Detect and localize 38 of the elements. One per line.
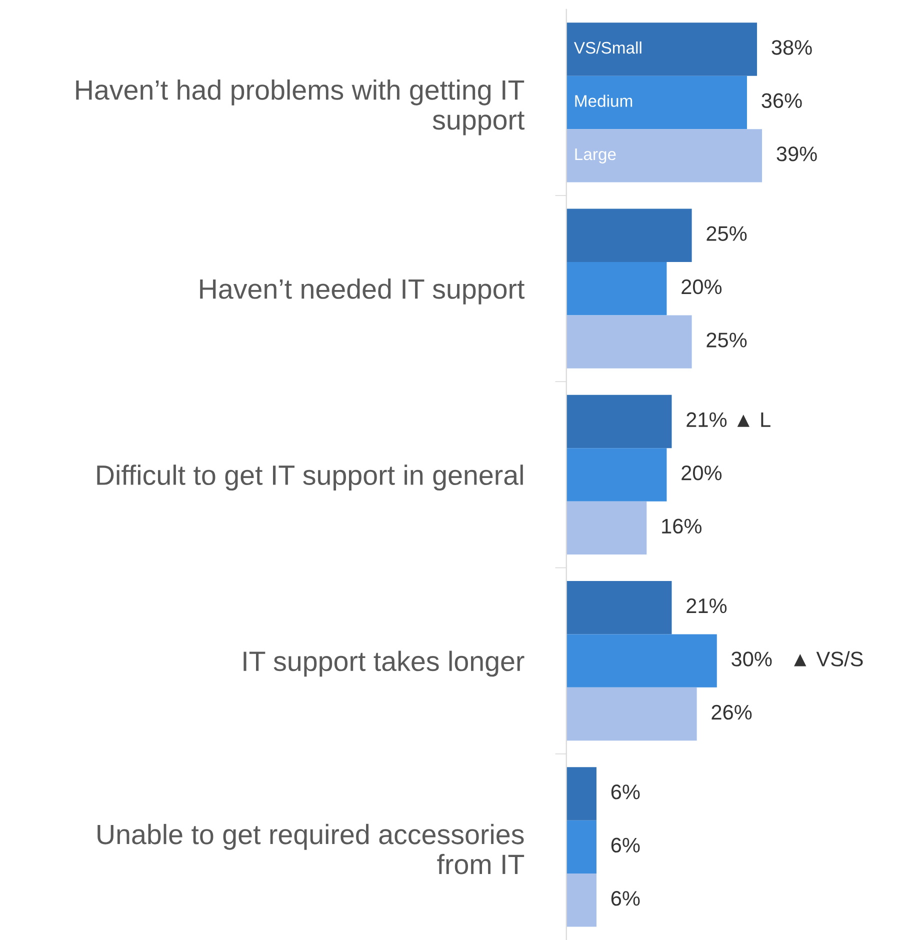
data-label: 38% — [772, 40, 812, 55]
bar — [566, 634, 717, 688]
y-tick-label: IT support takes longer — [244, 650, 524, 677]
data-label: 30% ▲ VS/S — [732, 651, 863, 666]
data-label: 36% — [762, 93, 802, 108]
series-label: Large — [575, 148, 616, 164]
bar — [566, 129, 762, 182]
y-tick-label: Haven’t had problems with getting IT support — [76, 79, 525, 136]
data-label: 6% — [611, 838, 640, 853]
bar — [566, 448, 667, 502]
data-label: 21% — [686, 598, 727, 614]
bar — [566, 22, 758, 76]
bar — [566, 580, 672, 634]
data-label: 39% — [776, 146, 817, 162]
bar — [566, 208, 692, 262]
bar — [566, 820, 596, 874]
data-label: 21% ▲ L — [686, 412, 770, 427]
series-label: Medium — [575, 94, 632, 107]
y-tick-label: Difficult to get IT support in general — [97, 464, 523, 491]
data-label: 25% — [706, 332, 747, 348]
bar — [566, 767, 596, 820]
data-label: 6% — [611, 891, 640, 906]
data-label: 25% — [706, 226, 747, 241]
data-label: 26% — [712, 704, 752, 720]
y-tick-label: Haven’t needed IT support — [200, 278, 525, 304]
bar — [566, 262, 667, 316]
data-label: 20% — [682, 466, 722, 480]
series-label: VS/Small — [574, 41, 642, 54]
bar — [566, 687, 697, 741]
bar — [566, 501, 647, 555]
bar — [566, 874, 596, 927]
data-label: 20% — [682, 279, 722, 294]
bar — [566, 315, 692, 368]
bar — [566, 394, 672, 448]
data-label: 16% — [662, 518, 702, 534]
data-label: 6% — [611, 784, 640, 800]
bar — [566, 76, 747, 130]
y-tick-label: Unable to get required accessories from IT — [98, 824, 524, 874]
